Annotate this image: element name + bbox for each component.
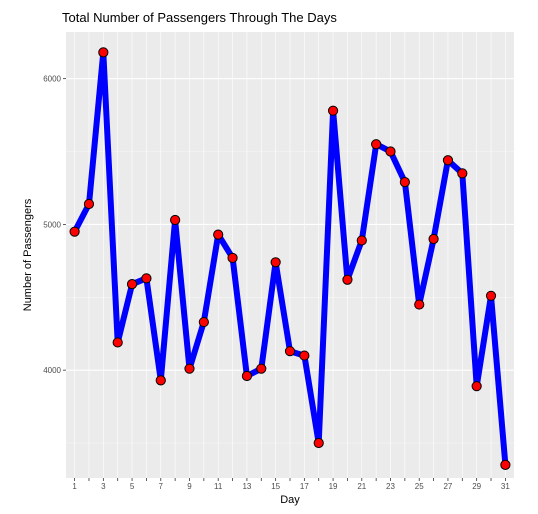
data-point bbox=[313, 437, 324, 449]
y-tick-label: 6000 bbox=[43, 75, 61, 84]
data-point bbox=[112, 337, 123, 348]
x-tick-label: 1 bbox=[72, 482, 77, 491]
data-point bbox=[500, 459, 511, 470]
y-axis-title: Number of Passengers bbox=[22, 198, 34, 311]
data-point bbox=[299, 350, 310, 361]
data-point bbox=[98, 47, 109, 58]
x-tick-label: 7 bbox=[159, 482, 164, 491]
x-axis: 1 3 5 7 9 11 13 15 17 19 21 23 25 27 29 31 bbox=[72, 478, 510, 491]
x-tick-label: 17 bbox=[300, 482, 309, 491]
x-tick-label: 31 bbox=[501, 482, 510, 491]
y-tick-label: 5000 bbox=[43, 220, 61, 229]
data-point bbox=[155, 375, 166, 386]
data-point bbox=[414, 299, 425, 310]
data-point bbox=[256, 363, 267, 374]
x-tick-label: 3 bbox=[101, 482, 106, 491]
x-tick-label: 29 bbox=[472, 482, 481, 491]
data-point bbox=[485, 290, 497, 301]
data-point bbox=[442, 155, 454, 166]
data-point bbox=[371, 139, 382, 150]
x-tick-label: 9 bbox=[187, 482, 192, 491]
x-tick-label: 5 bbox=[130, 482, 135, 491]
x-tick-label: 23 bbox=[386, 482, 395, 491]
chart-title: Total Number of Passengers Through The D… bbox=[62, 10, 337, 25]
data-point bbox=[83, 198, 95, 210]
data-point bbox=[356, 235, 367, 246]
data-point bbox=[428, 233, 439, 245]
data-point bbox=[457, 168, 468, 179]
x-tick-label: 27 bbox=[443, 482, 452, 491]
data-point bbox=[342, 274, 353, 285]
data-point bbox=[213, 229, 224, 240]
data-points bbox=[69, 47, 511, 470]
x-axis-title: Day bbox=[280, 494, 300, 506]
x-tick-label: 13 bbox=[242, 482, 251, 491]
data-point bbox=[284, 346, 296, 357]
x-tick-label: 19 bbox=[329, 482, 338, 491]
data-point bbox=[241, 370, 253, 382]
data-point bbox=[198, 316, 209, 328]
data-point bbox=[385, 146, 396, 157]
x-tick-label: 21 bbox=[357, 482, 366, 491]
x-tick-label: 25 bbox=[415, 482, 424, 491]
data-point bbox=[227, 252, 238, 264]
y-tick-label: 4000 bbox=[43, 366, 61, 375]
data-point bbox=[170, 214, 181, 226]
x-tick-label: 15 bbox=[271, 482, 280, 491]
data-point bbox=[270, 257, 281, 268]
data-point bbox=[141, 273, 152, 284]
x-tick-label: 11 bbox=[214, 482, 223, 491]
data-point bbox=[126, 279, 138, 290]
grid-lines bbox=[66, 32, 514, 478]
data-point bbox=[69, 226, 80, 237]
data-point bbox=[399, 177, 410, 188]
data-point bbox=[327, 105, 339, 116]
data-point bbox=[471, 381, 482, 392]
data-point bbox=[184, 363, 195, 374]
y-axis: 4000 5000 6000 bbox=[43, 75, 66, 375]
